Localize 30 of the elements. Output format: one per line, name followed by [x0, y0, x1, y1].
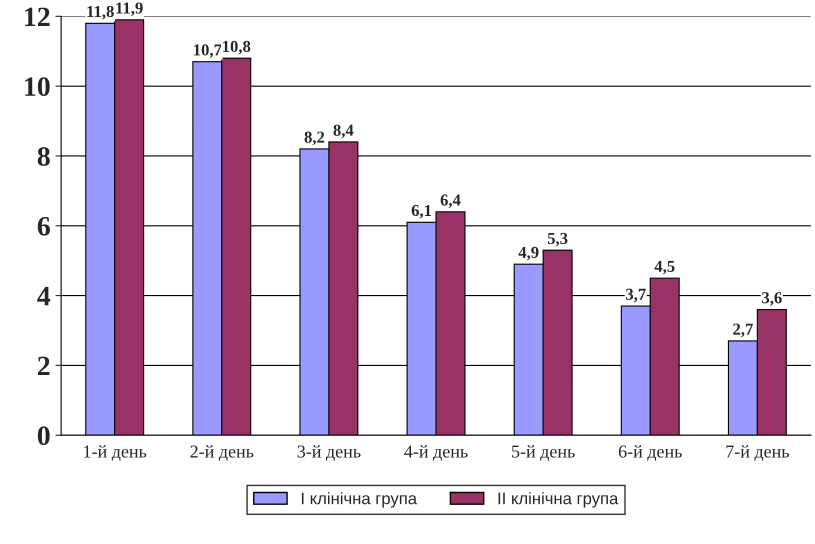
x-tick-label: 2-й день — [190, 445, 254, 461]
y-tick-label: 2 — [38, 356, 50, 376]
y-tick-label: 8 — [38, 147, 50, 166]
data-label: 6,4 — [440, 194, 461, 208]
y-tick-label: 0 — [38, 426, 50, 446]
legend-label: II клінічна група — [498, 492, 618, 508]
data-label: 4,5 — [654, 260, 675, 274]
legend-label: I клінічна група — [302, 492, 418, 508]
y-tick-label: 4 — [37, 286, 50, 306]
x-tick-label: 1-й день — [84, 445, 146, 461]
data-label: 8,4 — [334, 124, 354, 138]
x-tick-label: 3-й день — [298, 445, 361, 461]
y-tick-label: 10 — [25, 77, 50, 96]
data-label: 3,6 — [762, 292, 782, 306]
x-tick-label: 4-й день — [404, 445, 468, 461]
data-label: 6,1 — [412, 204, 432, 219]
y-tick-label: 6 — [38, 217, 50, 236]
data-label: 10,8 — [223, 40, 250, 54]
x-tick-label: 5-й день — [512, 445, 575, 461]
data-label: 11,8 — [87, 6, 114, 20]
data-label: 2,7 — [733, 324, 753, 338]
x-tick-label: 7-й день — [726, 445, 789, 461]
data-label: 11,9 — [116, 2, 143, 16]
data-label: 10,7 — [194, 44, 222, 58]
data-label: 8,2 — [304, 132, 324, 146]
y-tick-label: 12 — [25, 8, 50, 26]
x-tick-label: 6-й день — [618, 445, 682, 461]
data-label: 5,3 — [548, 232, 568, 246]
data-label: 3,7 — [626, 288, 646, 302]
data-label: 4,9 — [518, 246, 538, 260]
